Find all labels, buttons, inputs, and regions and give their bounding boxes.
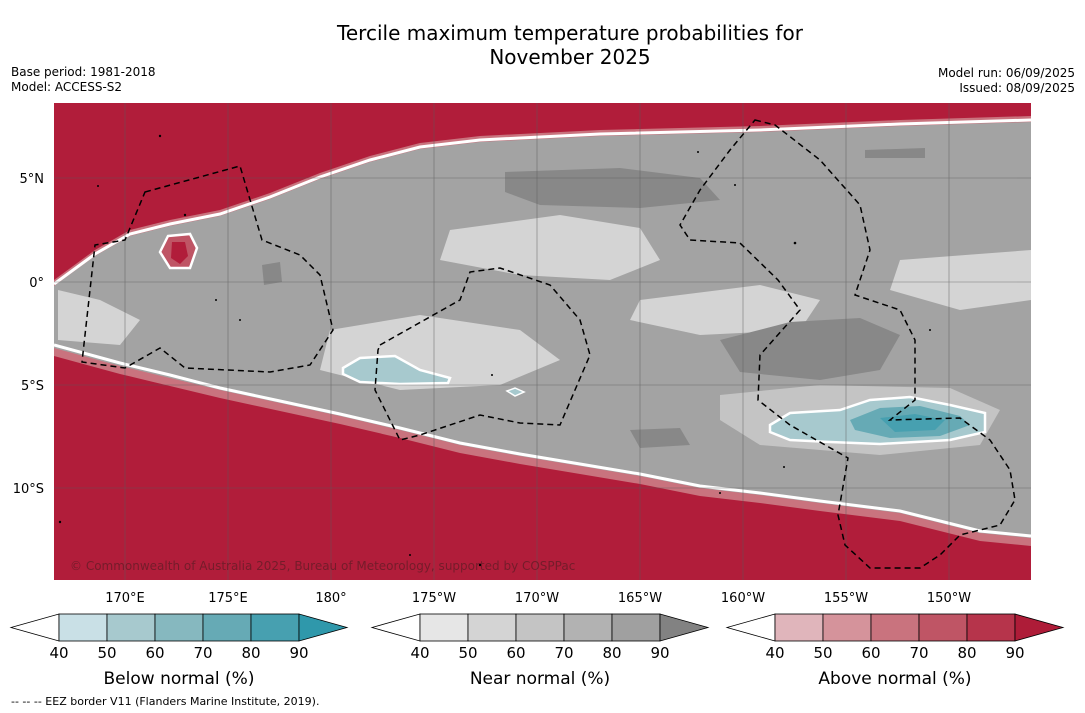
near-normal-dark-5 [262, 262, 282, 285]
colorbar-segment [966, 613, 1016, 642]
colorbar-segment [918, 613, 968, 642]
lon-label-175e: 175°E [208, 591, 248, 606]
colorbar-extend-low [725, 613, 776, 642]
issued-date: Issued: 08/09/2025 [959, 81, 1075, 95]
colorbar-title: Below normal (%) [104, 669, 255, 689]
lon-label-170e: 170°E [105, 591, 145, 606]
lon-label-160w: 160°W [721, 591, 765, 606]
probability-field [54, 103, 1031, 580]
colorbar-tick-label: 90 [650, 644, 669, 662]
lat-label-0: 0° [29, 276, 44, 291]
graticule [54, 103, 1031, 580]
south-white-contour [54, 343, 1031, 538]
colorbar-segment [611, 613, 661, 642]
colorbar-tick-label: 50 [97, 644, 116, 662]
above-normal-islet-core [171, 242, 188, 264]
colorbar-tick-label: 40 [765, 644, 784, 662]
colorbar-segment [419, 613, 469, 642]
colorbar-extend-high [1014, 613, 1065, 642]
south-above-normal-edge [54, 348, 1031, 546]
near-normal-light-1 [440, 215, 660, 280]
meta-left: Base period: 1981-2018 Model: ACCESS-S2 [11, 65, 156, 95]
lon-label-170w: 170°W [515, 591, 559, 606]
meta-right: Model run: 06/09/2025 Issued: 08/09/2025 [938, 66, 1075, 96]
eez-legend-note: -- -- -- EEZ border V11 (Flanders Marine… [11, 695, 320, 708]
colorbar-title: Near normal (%) [470, 669, 610, 689]
colorbar-tick-label: 60 [145, 644, 164, 662]
colorbar-title: Above normal (%) [818, 669, 971, 689]
lon-label-175w: 175°W [412, 591, 456, 606]
north-white-contour [54, 118, 1031, 286]
north-above-normal-band [54, 103, 1031, 282]
colorbar-segment [774, 613, 824, 642]
lon-labels: 170°E 175°E 180° 175°W 170°W 165°W 160°W… [105, 591, 971, 606]
colorbar-tick-label: 90 [289, 644, 308, 662]
colorbar-tick-label: 80 [602, 644, 621, 662]
lat-label-10s: 10°S [13, 482, 44, 497]
colorbar-segment [58, 613, 108, 642]
colorbar-2: 40 50 60 70 80 90 Near normal (%) [370, 613, 710, 689]
title-line-2: November 2025 [489, 45, 651, 69]
colorbar-segment [563, 613, 613, 642]
colorbar-tick-label: 40 [410, 644, 429, 662]
near-normal-dark-3 [630, 428, 690, 448]
near-normal-dark-2 [720, 318, 900, 380]
lon-label-165w: 165°W [618, 591, 662, 606]
colorbar-tick-label: 60 [506, 644, 525, 662]
colorbar-tick-label: 80 [241, 644, 260, 662]
colorbar-tick-label: 50 [458, 644, 477, 662]
north-above-normal-edge [54, 116, 1031, 286]
colorbar-extend-low [370, 613, 421, 642]
colorbar-1: 40 50 60 70 80 90 Below normal (%) [9, 613, 349, 689]
colorbar-tick-label: 90 [1005, 644, 1024, 662]
colorbar-segment [822, 613, 872, 642]
near-normal-light-2 [630, 285, 820, 335]
colorbar-segment [250, 613, 300, 642]
colorbar-extend-low [9, 613, 60, 642]
near-normal-light-3 [890, 250, 1031, 310]
below-normal-area-1 [341, 354, 452, 386]
colorbar-tick-label: 70 [554, 644, 573, 662]
lon-label-155w: 155°W [824, 591, 868, 606]
island-specks [58, 134, 931, 567]
eez-borders [81, 119, 1016, 569]
base-period: Base period: 1981-2018 [11, 65, 156, 79]
colorbar-tick-label: 60 [861, 644, 880, 662]
colorbar-tick-label: 80 [957, 644, 976, 662]
colorbar-tick-label: 70 [909, 644, 928, 662]
colorbar-segment [106, 613, 156, 642]
lat-label-5s: 5°S [21, 379, 44, 394]
copyright-notice: © Commonwealth of Australia 2025, Bureau… [70, 559, 576, 573]
colorbar-segment [870, 613, 920, 642]
near-normal-dark-4 [865, 148, 925, 158]
colorbar-tick-label: 70 [193, 644, 212, 662]
model-run: Model run: 06/09/2025 [937, 66, 1075, 80]
below-normal-tiny [505, 387, 526, 397]
colorbar-segment [154, 613, 204, 642]
lon-label-150w: 150°W [927, 591, 971, 606]
model-name: Model: ACCESS-S2 [11, 80, 123, 94]
colorbar-group: 40 50 60 70 80 90 Below normal (%) 40 50 60 70 80 90… [9, 613, 1065, 689]
lat-labels: 5°N 0° 5°S 10°S [13, 172, 44, 497]
colorbar-extend-high [298, 613, 349, 642]
title-line-1: Tercile maximum temperature probabilitie… [337, 21, 803, 45]
colorbar-segment [202, 613, 252, 642]
near-normal-light-6 [58, 290, 140, 345]
colorbar-extend-high [659, 613, 710, 642]
colorbar-3: 40 50 60 70 80 90 Above normal (%) [725, 613, 1065, 689]
lat-label-5n: 5°N [20, 172, 45, 187]
colorbar-tick-label: 40 [49, 644, 68, 662]
colorbar-segment [467, 613, 517, 642]
colorbar-segment [515, 613, 565, 642]
map-title: Tercile maximum temperature probabilitie… [250, 21, 890, 69]
lon-label-180: 180° [315, 591, 346, 606]
colorbar-tick-label: 50 [813, 644, 832, 662]
